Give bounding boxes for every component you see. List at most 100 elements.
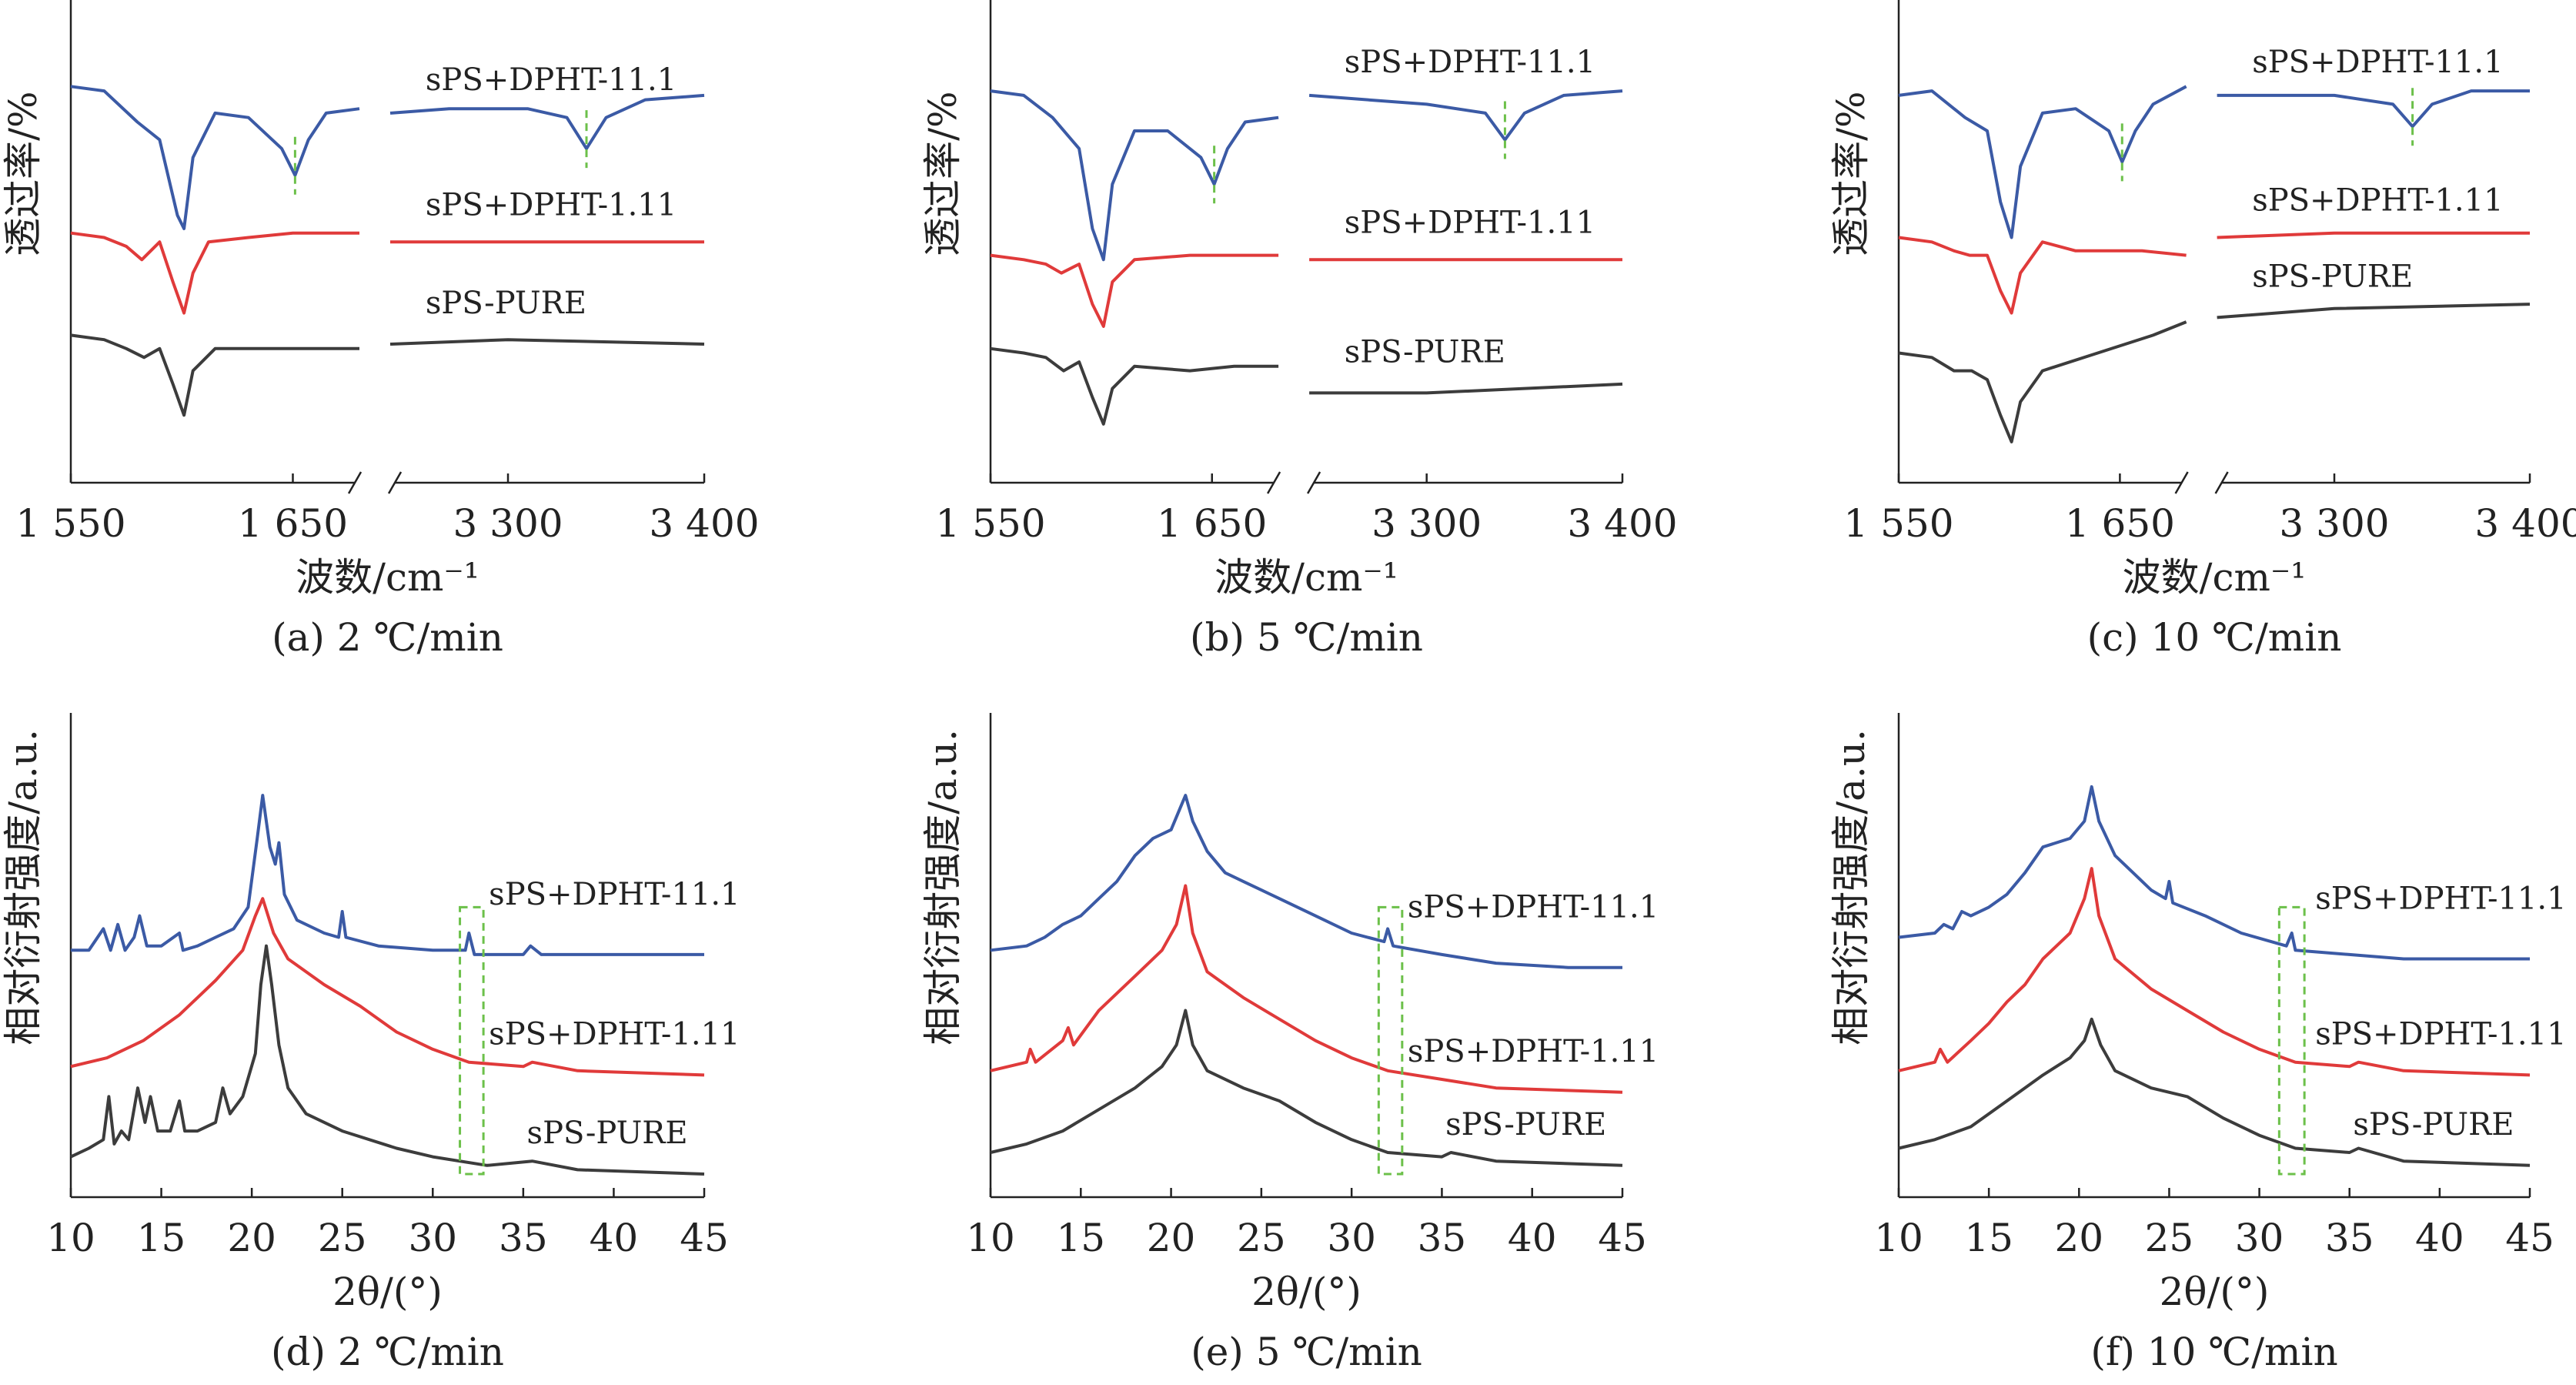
x-tick-label: 15 bbox=[137, 1216, 186, 1260]
x-tick-label: 3 300 bbox=[2279, 501, 2389, 546]
panel-f: 10 15 20 25 30 35 40 45 sPS+DPHT-11.1 sPS+DPHT-1.… bbox=[1829, 713, 2567, 1374]
series-line-top bbox=[990, 794, 1622, 969]
x-tick-label: 1 550 bbox=[15, 501, 125, 546]
x-tick-label: 1 650 bbox=[238, 501, 348, 546]
panel-caption: (b) 5 ℃/min bbox=[1190, 615, 1423, 660]
x-axis-title: 波数/cm⁻¹ bbox=[296, 555, 479, 600]
x-tick-label: 30 bbox=[2235, 1216, 2284, 1260]
x-tick-label: 1 650 bbox=[1157, 501, 1267, 546]
axis-break-mark bbox=[2174, 471, 2189, 494]
y-axis-title: 透过率/% bbox=[1, 92, 45, 256]
series-label-middle: sPS+DPHT-1.11 bbox=[2315, 1016, 2566, 1052]
series-line-middle bbox=[990, 253, 1279, 328]
x-tick-label: 40 bbox=[590, 1216, 639, 1260]
panel-caption: (d) 2 ℃/min bbox=[271, 1330, 504, 1374]
panel-d: 10 15 20 25 30 35 40 45 sPS+DPHT-11.1 sPS+DPHT-1.… bbox=[1, 713, 740, 1374]
x-tick-label: 1 550 bbox=[935, 501, 1045, 546]
series-line-bottom bbox=[1309, 382, 1623, 395]
x-axis-title: 波数/cm⁻¹ bbox=[1214, 555, 1398, 600]
series-label-bottom: sPS-PURE bbox=[1345, 334, 1505, 370]
x-tick-label: 20 bbox=[227, 1216, 276, 1260]
series-line-top bbox=[1308, 89, 1623, 142]
x-tick-label: 45 bbox=[1598, 1216, 1647, 1260]
panel-e: 10 15 20 25 30 35 40 45 sPS+DPHT-11.1 sPS+DPHT-1.… bbox=[920, 713, 1659, 1374]
x-tick-label: 3 300 bbox=[453, 501, 563, 546]
x-tick-label: 45 bbox=[680, 1216, 729, 1260]
series-label-top: sPS+DPHT-11.1 bbox=[2252, 45, 2503, 80]
x-tick-label: 15 bbox=[1964, 1216, 2013, 1260]
x-tick-label: 35 bbox=[1418, 1216, 1467, 1260]
series-line-top bbox=[1898, 784, 2530, 961]
y-axis-title: 透过率/% bbox=[920, 92, 965, 256]
series-line-bottom bbox=[2217, 303, 2531, 319]
series-line-bottom bbox=[1898, 1017, 2531, 1167]
series-line-bottom bbox=[70, 944, 705, 1176]
x-axis-title: 2θ/(°) bbox=[2160, 1270, 2270, 1314]
x-tick-label: 35 bbox=[2325, 1216, 2374, 1260]
x-tick-label: 25 bbox=[2145, 1216, 2194, 1260]
x-tick-label: 20 bbox=[2054, 1216, 2103, 1260]
x-tick-label: 40 bbox=[1508, 1216, 1557, 1260]
x-tick-label: 3 400 bbox=[2474, 501, 2576, 546]
series-label-middle: sPS+DPHT-1.11 bbox=[1408, 1034, 1659, 1069]
series-line-top bbox=[990, 89, 1279, 262]
series-line-top bbox=[71, 794, 704, 956]
series-label-top: sPS+DPHT-11.1 bbox=[1408, 890, 1659, 925]
region-marker-box bbox=[1377, 905, 1404, 1176]
x-tick-label: 10 bbox=[966, 1216, 1015, 1260]
x-axis-title: 波数/cm⁻¹ bbox=[2123, 555, 2307, 600]
series-label-top: sPS+DPHT-11.1 bbox=[489, 877, 740, 912]
y-axis-title: 相对衍射强度/a.u. bbox=[920, 729, 965, 1045]
series-label-bottom: sPS-PURE bbox=[426, 286, 586, 321]
series-line-middle bbox=[2217, 231, 2530, 239]
panel-caption: (f) 10 ℃/min bbox=[2090, 1330, 2337, 1374]
axis-break-mark bbox=[387, 471, 403, 494]
series-line-bottom bbox=[990, 1009, 1623, 1167]
series-line-middle bbox=[990, 884, 1623, 1094]
x-tick-label: 40 bbox=[2415, 1216, 2464, 1260]
series-line-top bbox=[1898, 85, 2187, 239]
x-tick-label: 30 bbox=[1327, 1216, 1376, 1260]
series-label-middle: sPS+DPHT-1.11 bbox=[2252, 183, 2503, 219]
x-tick-label: 35 bbox=[499, 1216, 548, 1260]
x-tick-label: 25 bbox=[1237, 1216, 1286, 1260]
series-label-middle: sPS+DPHT-1.11 bbox=[1345, 205, 1595, 240]
series-label-top: sPS+DPHT-11.1 bbox=[1345, 45, 1595, 80]
series-line-bottom bbox=[70, 333, 359, 417]
x-tick-label: 1 650 bbox=[2065, 501, 2175, 546]
series-label-bottom: sPS-PURE bbox=[1445, 1107, 1606, 1142]
axis-break-mark bbox=[347, 471, 363, 494]
series-line-top bbox=[389, 93, 705, 151]
series-label-bottom: sPS-PURE bbox=[2252, 259, 2413, 294]
series-line-middle bbox=[70, 231, 359, 315]
x-tick-label: 20 bbox=[1147, 1216, 1196, 1260]
series-line-middle bbox=[70, 897, 705, 1077]
panel-caption: (a) 2 ℃/min bbox=[272, 615, 503, 660]
series-line-middle bbox=[1898, 867, 2531, 1077]
x-tick-label: 3 400 bbox=[649, 501, 759, 546]
x-tick-label: 15 bbox=[1056, 1216, 1105, 1260]
series-line-top bbox=[70, 85, 360, 230]
y-axis-title: 相对衍射强度/a.u. bbox=[1829, 729, 1873, 1045]
region-marker-box bbox=[2277, 905, 2306, 1176]
series-line-bottom bbox=[389, 338, 705, 346]
x-tick-label: 30 bbox=[408, 1216, 457, 1260]
x-tick-label: 1 550 bbox=[1843, 501, 1953, 546]
x-axis-title: 2θ/(°) bbox=[332, 1270, 443, 1314]
x-tick-label: 45 bbox=[2505, 1216, 2554, 1260]
y-axis-title: 透过率/% bbox=[1829, 92, 1873, 256]
series-line-bottom bbox=[990, 346, 1279, 426]
panel-caption: (c) 10 ℃/min bbox=[2087, 615, 2342, 660]
series-label-bottom: sPS-PURE bbox=[2353, 1107, 2514, 1142]
series-line-bottom bbox=[1898, 320, 2187, 443]
axis-break-mark bbox=[1266, 471, 1281, 494]
series-line-middle bbox=[1898, 236, 2187, 315]
x-tick-label: 3 400 bbox=[1567, 501, 1677, 546]
region-marker-box bbox=[459, 905, 485, 1176]
x-tick-label: 3 300 bbox=[1372, 501, 1482, 546]
x-tick-label: 25 bbox=[318, 1216, 367, 1260]
panel-caption: (e) 5 ℃/min bbox=[1191, 1330, 1422, 1374]
series-label-top: sPS+DPHT-11.1 bbox=[426, 62, 677, 98]
